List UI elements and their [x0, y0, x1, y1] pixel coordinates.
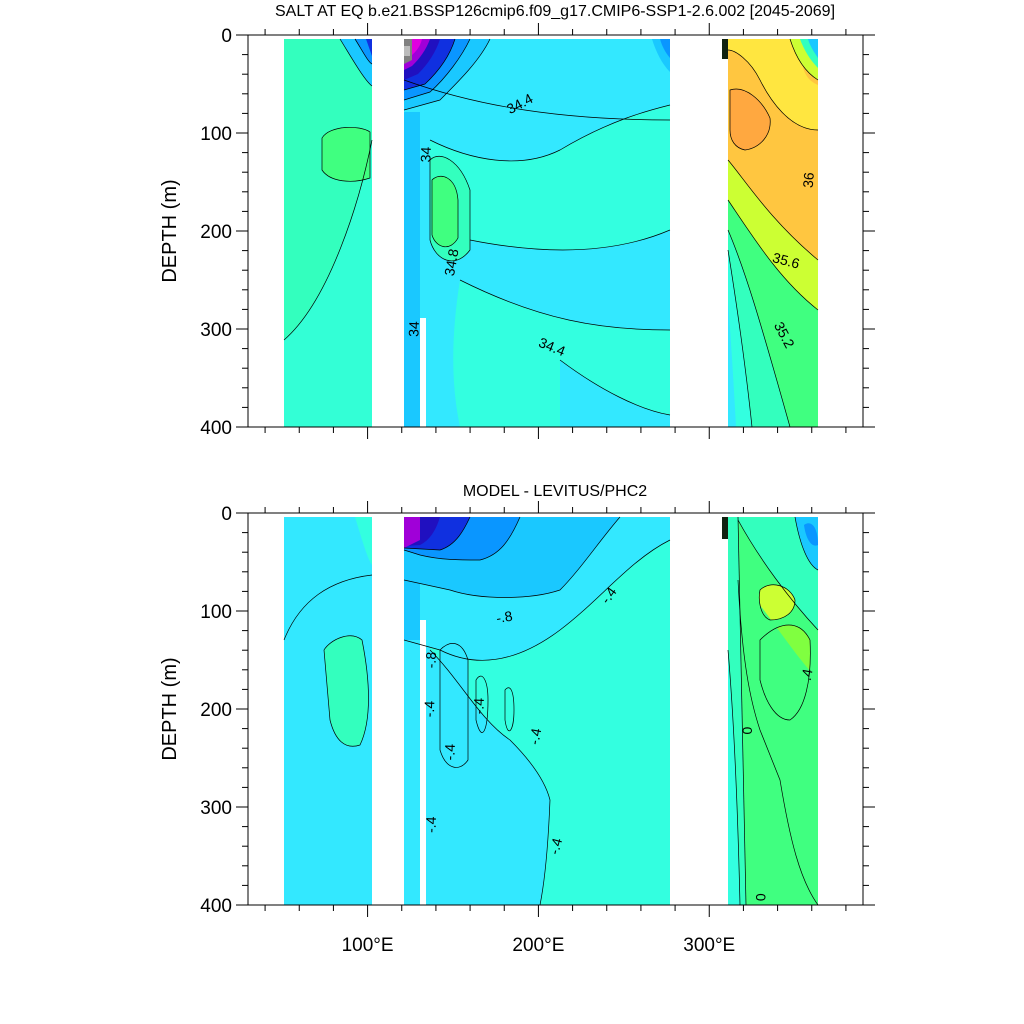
y-tick-label: 300: [200, 798, 232, 819]
difference-contour-lines: [283, 516, 819, 905]
x-tick-label: 200°E: [512, 935, 564, 956]
y-tick-label: 0: [221, 504, 232, 525]
difference-panel-title: MODEL - LEVITUS/PHC2: [463, 483, 647, 500]
y-tick-label: 100: [200, 602, 232, 623]
contour-label: -.4: [526, 727, 545, 746]
difference-ticks: [236, 501, 875, 917]
contour-label: 34.8: [441, 247, 462, 277]
salt-panel: SALT AT EQ b.e21.BSSP126cmip6.f09_g17.CM…: [159, 3, 875, 439]
contour-label: 0: [739, 726, 755, 734]
contour-label: 34: [405, 321, 422, 337]
contour-label: -.4: [421, 700, 438, 717]
salt-y-tick-labels: 0 100 200 300 400: [200, 26, 232, 439]
salt-ticks: [236, 23, 875, 439]
contour-label: -.4: [597, 584, 620, 607]
contour-label: 34: [417, 146, 434, 162]
y-tick-label: 200: [200, 222, 232, 243]
contour-label: 0: [753, 893, 769, 901]
salt-panel-title: SALT AT EQ b.e21.BSSP126cmip6.f09_g17.CM…: [275, 3, 835, 20]
y-tick-label: 400: [200, 896, 232, 917]
contour-label: -.4: [441, 743, 458, 760]
difference-contour-fill: [284, 517, 818, 905]
x-tick-label: 100°E: [342, 935, 394, 956]
difference-panel: MODEL - LEVITUS/PHC2: [159, 483, 875, 956]
contour-label: -.4: [546, 836, 566, 856]
salt-y-axis-label: DEPTH (m): [159, 179, 181, 282]
difference-y-axis-label: DEPTH (m): [159, 657, 181, 760]
y-tick-label: 300: [200, 320, 232, 341]
contour-label: -.8: [495, 608, 514, 627]
y-tick-label: 400: [200, 418, 232, 439]
contour-label: -.4: [423, 816, 440, 833]
difference-contour-labels: -.4 -.8 -.8 -.4 -.4 -.4 -.4 -.4 -.4 .4 0 0: [421, 584, 816, 901]
difference-y-tick-labels: 0 100 200 300 400: [200, 504, 232, 917]
salt-contour-lines: [283, 38, 819, 427]
x-tick-label: 300°E: [683, 935, 735, 956]
y-tick-label: 100: [200, 124, 232, 145]
contour-label: -.4: [470, 697, 487, 714]
contour-label: .4: [798, 667, 816, 681]
y-tick-label: 0: [221, 26, 232, 47]
contour-label: -.8: [423, 651, 440, 668]
contour-label: 36: [800, 171, 817, 188]
difference-x-tick-labels: 100°E 200°E 300°E: [342, 935, 736, 956]
y-tick-label: 200: [200, 700, 232, 721]
contour-label: 35.6: [771, 249, 802, 272]
salt-contour-fill: [284, 39, 818, 427]
